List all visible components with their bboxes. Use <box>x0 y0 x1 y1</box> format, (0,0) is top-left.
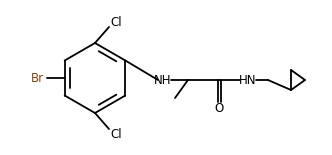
Text: NH: NH <box>154 73 172 86</box>
Text: Br: Br <box>31 71 44 84</box>
Text: Cl: Cl <box>110 16 122 29</box>
Text: O: O <box>214 102 224 115</box>
Text: HN: HN <box>239 73 257 86</box>
Text: Cl: Cl <box>110 128 122 140</box>
